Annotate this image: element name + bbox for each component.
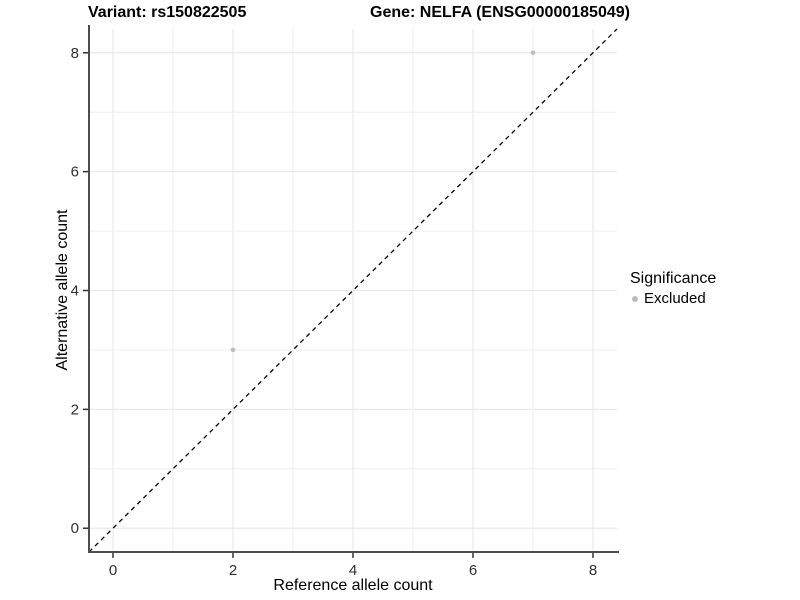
x-tick-label: 8: [589, 562, 597, 579]
y-tick-label: 0: [71, 520, 79, 537]
plot-title-variant: Variant: rs150822505: [88, 4, 247, 21]
x-tick-label: 0: [109, 562, 117, 579]
legend-item-label: Excluded: [644, 290, 706, 307]
legend-item-excluded: Excluded: [630, 290, 716, 307]
legend-point-icon: [632, 295, 638, 302]
y-tick-label: 6: [71, 164, 79, 181]
data-point: [230, 347, 236, 353]
plot-title-gene: Gene: NELFA (ENSG00000185049): [370, 4, 630, 21]
legend-title: Significance: [630, 270, 717, 287]
data-point: [530, 50, 536, 56]
x-tick-label: 4: [349, 562, 357, 579]
y-tick-label: 8: [71, 45, 79, 62]
y-axis-title: Alternative allele count: [54, 209, 71, 371]
y-tick-label: 2: [71, 401, 79, 418]
x-tick-label: 2: [229, 562, 237, 579]
legend: Significance Excluded: [630, 270, 716, 307]
x-axis-title: Reference allele count: [273, 577, 433, 594]
x-tick-label: 6: [469, 562, 477, 579]
y-tick-label: 4: [71, 283, 79, 300]
